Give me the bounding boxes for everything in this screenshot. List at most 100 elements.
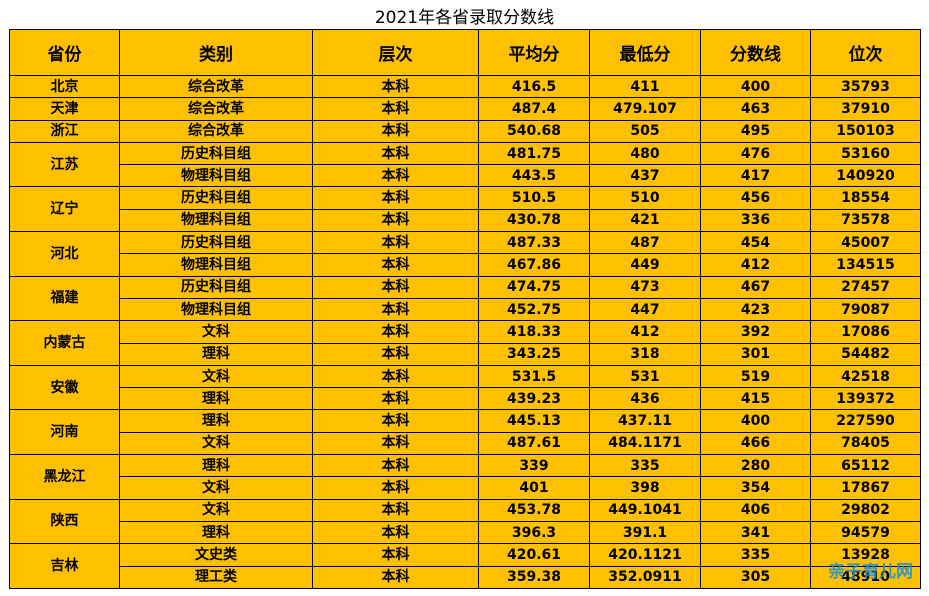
cell: 505 <box>589 119 701 143</box>
cell: 343.25 <box>478 342 590 366</box>
cell: 479.107 <box>589 97 701 121</box>
cell: 理科 <box>119 387 313 411</box>
cell: 本科 <box>312 364 479 389</box>
cell: 439.23 <box>478 387 590 411</box>
cell: 历史科目组 <box>119 186 313 210</box>
cell: 456 <box>700 186 811 210</box>
cell: 35793 <box>810 74 921 99</box>
cell: 437 <box>589 164 701 188</box>
cell: 94579 <box>810 520 921 545</box>
row: 理科 本科 439.23 436 415 139372 <box>10 387 921 411</box>
cell: 27457 <box>810 275 921 299</box>
province-cell: 河南 <box>9 409 120 456</box>
cell: 本科 <box>312 141 479 166</box>
cell: 474.75 <box>478 275 590 299</box>
cell: 436 <box>589 387 701 411</box>
cell: 401 <box>478 476 590 500</box>
cell: 本科 <box>312 275 479 299</box>
row: 河北 历史科目组 本科 487.33 487 454 45007 <box>9 231 921 277</box>
cell: 336 <box>700 208 811 233</box>
cell: 339 <box>478 454 590 478</box>
cell: 139372 <box>810 387 921 411</box>
cell: 综合改革 <box>119 74 313 99</box>
cell: 280 <box>700 454 811 478</box>
row: 理科 本科 396.3 391.1 341 94579 <box>10 520 921 545</box>
cell: 45007 <box>810 231 921 255</box>
row: 物理科目组 本科 467.86 449 412 134515 <box>10 253 921 277</box>
cell: 历史科目组 <box>119 231 313 255</box>
province-cell: 安徽 <box>9 364 120 411</box>
cell: 本科 <box>312 498 479 522</box>
cell: 物理科目组 <box>119 297 313 322</box>
cell: 历史科目组 <box>119 275 313 299</box>
cell: 487 <box>589 231 701 255</box>
header-cell: 分数线 <box>700 29 811 76</box>
row: 文科 本科 401 398 354 17867 <box>10 476 921 500</box>
cell: 本科 <box>312 231 479 255</box>
cell: 392 <box>700 320 811 344</box>
province-cell: 内蒙古 <box>9 320 120 366</box>
cell: 400 <box>700 409 811 433</box>
cell: 391.1 <box>589 520 701 545</box>
cell: 463 <box>700 97 811 121</box>
row: 物理科目组 本科 443.5 437 417 140920 <box>10 164 921 188</box>
cell: 467.86 <box>478 253 590 277</box>
row: 内蒙古 文科 本科 418.33 412 392 17086 <box>9 320 921 366</box>
province-cell: 浙江 <box>9 119 120 143</box>
cell: 本科 <box>312 74 479 99</box>
cell: 445.13 <box>478 409 590 433</box>
cell: 453.78 <box>478 498 590 522</box>
cell: 本科 <box>312 97 479 121</box>
cell: 78405 <box>810 431 921 456</box>
cell: 本科 <box>312 454 479 478</box>
cell: 物理科目组 <box>119 253 313 277</box>
header-cell: 平均分 <box>478 29 590 76</box>
cell: 406 <box>700 498 811 522</box>
cell: 本科 <box>312 186 479 210</box>
cell: 354 <box>700 476 811 500</box>
cell: 本科 <box>312 409 479 433</box>
province-cell: 吉林 <box>9 543 120 589</box>
row: 陕西 文科 本科 453.78 449.1041 406 29802 <box>9 498 921 545</box>
cell: 54482 <box>810 342 921 366</box>
cell: 487.33 <box>478 231 590 255</box>
cell: 文科 <box>119 476 313 500</box>
cell: 本科 <box>312 520 479 545</box>
province-cell: 北京 <box>9 74 120 99</box>
cell: 400 <box>700 74 811 99</box>
row: 江苏 历史科目组 本科 481.75 480 476 53160 <box>9 141 921 188</box>
cell: 335 <box>700 543 811 567</box>
province-cell: 辽宁 <box>9 186 120 233</box>
row: 辽宁 历史科目组 本科 510.5 510 456 18554 <box>9 186 921 233</box>
cell: 文史类 <box>119 543 313 567</box>
cell: 物理科目组 <box>119 164 313 188</box>
cell: 79087 <box>810 297 921 322</box>
cell: 510.5 <box>478 186 590 210</box>
province-cell: 河北 <box>9 231 120 277</box>
cell: 454 <box>700 231 811 255</box>
province-cell: 江苏 <box>9 141 120 188</box>
header-cell: 位次 <box>810 29 921 76</box>
cell: 物理科目组 <box>119 208 313 233</box>
cell: 411 <box>589 74 701 99</box>
cell: 335 <box>589 454 701 478</box>
cell: 352.0911 <box>589 565 701 589</box>
cell: 416.5 <box>478 74 590 99</box>
cell: 466 <box>700 431 811 456</box>
cell: 48910 <box>810 565 921 589</box>
cell: 481.75 <box>478 141 590 166</box>
cell: 73578 <box>810 208 921 233</box>
cell: 449 <box>589 253 701 277</box>
cell: 510 <box>589 186 701 210</box>
cell: 综合改革 <box>119 119 313 143</box>
row: 物理科目组 本科 452.75 447 423 79087 <box>10 297 921 322</box>
cell: 134515 <box>810 253 921 277</box>
cell: 396.3 <box>478 520 590 545</box>
cell: 473 <box>589 275 701 299</box>
cell: 文科 <box>119 320 313 344</box>
header-cell: 类别 <box>119 29 313 76</box>
cell: 理科 <box>119 342 313 366</box>
cell: 318 <box>589 342 701 366</box>
cell: 文科 <box>119 498 313 522</box>
cell: 398 <box>589 476 701 500</box>
